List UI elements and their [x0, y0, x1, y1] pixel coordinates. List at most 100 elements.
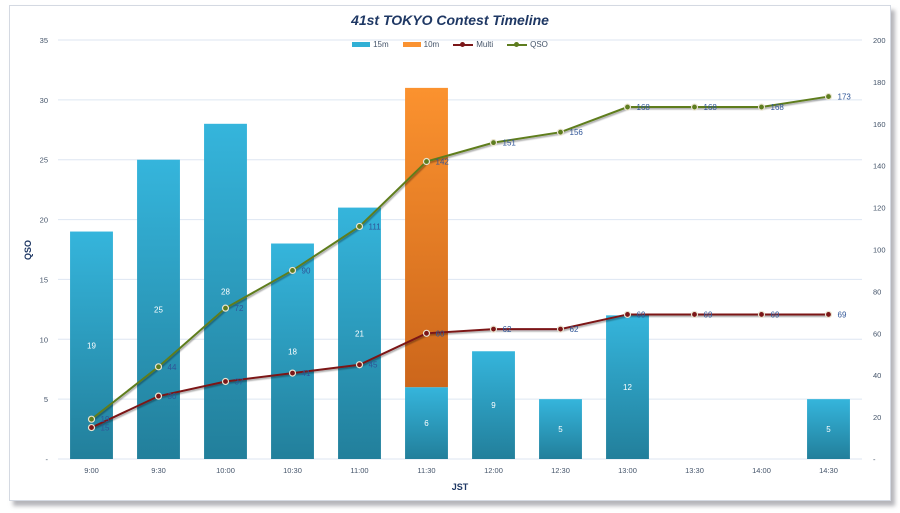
y-axis-title: QSO: [23, 240, 33, 260]
legend-item-15m[interactable]: 15m: [352, 40, 389, 49]
y-tick-label: 20: [40, 216, 48, 225]
legend-swatch-15m: [352, 42, 371, 47]
line-data-label: 60: [436, 329, 445, 338]
x-tick-label: 10:30: [283, 466, 302, 475]
line-data-label: 173: [838, 93, 852, 102]
y2-tick-label: 140: [873, 162, 886, 171]
marker-multi: [757, 310, 766, 319]
line-multi: [91, 313, 829, 429]
bar-data-label: 25: [154, 305, 163, 314]
line-qso: [90, 95, 829, 420]
marker-multi: [87, 423, 96, 432]
bar-data-label: 5: [826, 425, 831, 434]
x-tick-label: 13:30: [685, 466, 704, 475]
marker-multi: [556, 325, 565, 333]
y2-tick-label: 80: [873, 287, 881, 296]
marker-qso: [288, 266, 297, 275]
line-data-label: 156: [570, 128, 584, 137]
line-data-label: 19: [101, 415, 110, 424]
x-tick-label: 10:00: [216, 466, 235, 475]
line-data-label: 142: [436, 158, 450, 167]
x-tick-label: 13:00: [618, 466, 637, 475]
line-data-label: 111: [369, 222, 382, 231]
x-tick-label: 9:30: [151, 466, 166, 475]
bar-data-label: 19: [87, 341, 96, 350]
y-tick-label: 5: [44, 395, 48, 404]
line-data-label: 30: [168, 392, 177, 401]
line-data-label: 37: [235, 377, 244, 386]
line-data-label: 44: [168, 363, 177, 372]
y2-tick-label: 100: [873, 246, 886, 255]
marker-multi: [355, 361, 364, 369]
y2-tick-label: 20: [873, 413, 881, 422]
y-tick-label: 10: [40, 335, 48, 344]
line-data-label: 168: [704, 103, 718, 112]
y2-tick-label: 200: [873, 36, 886, 45]
marker-qso: [690, 103, 699, 111]
x-tick-label: 11:00: [350, 466, 368, 475]
line-data-label: 168: [771, 103, 785, 112]
bar-15m: [606, 315, 649, 459]
y2-tick-label: 160: [873, 120, 886, 129]
x-tick-label: 12:00: [484, 466, 503, 475]
legend-swatch-qso: [507, 41, 528, 47]
marker-multi: [824, 310, 833, 319]
legend-label-multi: Multi: [476, 40, 494, 49]
bar-data-label: 18: [288, 347, 297, 356]
marker-qso: [422, 157, 431, 166]
line-data-label: 69: [838, 310, 847, 319]
marker-qso: [355, 222, 364, 231]
bar-15m: [137, 159, 180, 459]
legend: 15m 10m Multi QSO: [0, 40, 900, 49]
marker-multi: [221, 377, 230, 386]
marker-qso: [623, 103, 632, 111]
legend-item-multi[interactable]: Multi: [453, 40, 493, 49]
marker-qso: [87, 415, 96, 423]
bar-data-label: 28: [221, 287, 230, 296]
marker-multi: [489, 325, 498, 333]
line-data-label: 69: [637, 310, 646, 319]
y2-tick-label: 180: [873, 78, 886, 87]
marker-qso: [556, 128, 565, 136]
legend-item-qso[interactable]: QSO: [507, 40, 548, 49]
bar-data-label: 6: [424, 419, 429, 428]
bar-15m: [807, 399, 850, 459]
bar-15m: [204, 123, 247, 460]
bar-15m: [405, 387, 448, 459]
y-tick-label: 30: [40, 96, 48, 105]
bar-10m: [405, 87, 448, 388]
line-data-label: 151: [503, 139, 517, 148]
marker-multi: [623, 310, 632, 319]
bar-data-label: 9: [491, 401, 496, 410]
x-tick-label: 11:30: [417, 466, 435, 475]
line-data-label: 45: [369, 361, 378, 370]
line-data-label: 72: [235, 304, 244, 313]
legend-item-10m[interactable]: 10m: [402, 40, 439, 49]
line-data-label: 15: [101, 424, 110, 433]
line-data-label: 168: [637, 103, 651, 112]
line-data-label: 41: [302, 369, 311, 378]
legend-swatch-10m: [402, 42, 421, 47]
line-data-label: 62: [570, 325, 579, 334]
legend-label-qso: QSO: [530, 40, 548, 49]
y2-tick-label: -: [873, 455, 876, 464]
marker-qso: [221, 304, 230, 312]
bar-15m: [472, 351, 515, 459]
legend-swatch-multi: [453, 41, 474, 47]
x-axis-title: JST: [452, 482, 469, 492]
line-data-label: 90: [302, 266, 311, 275]
marker-multi: [690, 310, 699, 319]
y2-tick-label: 120: [873, 204, 886, 213]
y-tick-label: 15: [40, 275, 48, 284]
x-tick-label: 9:00: [84, 466, 99, 475]
chart-title: 41st TOKYO Contest Timeline: [351, 12, 549, 28]
x-tick-label: 14:30: [819, 466, 838, 475]
marker-qso: [154, 363, 163, 371]
line-data-label: 62: [503, 325, 512, 334]
bar-data-label: 12: [623, 383, 632, 392]
y-tick-label: -: [46, 455, 49, 464]
bar-15m: [539, 399, 582, 459]
marker-qso: [757, 103, 766, 111]
bar-15m: [338, 207, 381, 459]
